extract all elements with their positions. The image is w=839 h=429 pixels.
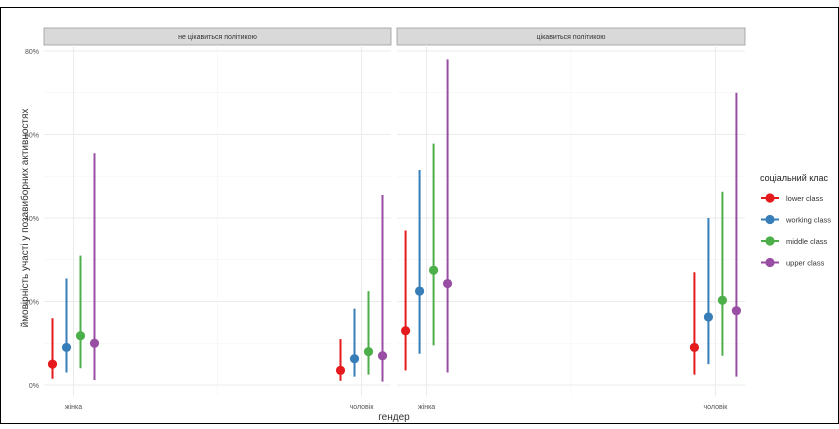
data-point xyxy=(47,359,58,369)
data-point xyxy=(442,278,453,289)
y-tick-label: 80% xyxy=(25,49,39,56)
legend-key-point xyxy=(765,257,775,268)
legend: соціальний клас lower class working class… xyxy=(760,173,831,268)
x-tick-label: чоловік xyxy=(350,403,375,411)
data-point xyxy=(717,295,728,305)
legend-key-point xyxy=(765,236,775,246)
facet-panel: цікавиться політикою жінка чоловік xyxy=(396,27,746,411)
facet-panel: не цікавиться політикою жінка чоловік xyxy=(43,27,392,411)
y-tick-label: 60% xyxy=(25,133,39,140)
facet-title: не цікавиться політикою xyxy=(178,33,257,41)
legend-label: middle class xyxy=(786,237,828,246)
data-point xyxy=(61,342,72,353)
data-point xyxy=(731,306,742,316)
legend-label: working class xyxy=(785,216,831,225)
data-point xyxy=(75,331,86,341)
data-point xyxy=(89,338,100,348)
data-point xyxy=(377,351,388,361)
legend-key-point xyxy=(765,193,775,203)
facet-title: цікавиться політикою xyxy=(537,33,606,41)
y-axis-group: 0% 20% 40% 60% 80% xyxy=(25,49,39,390)
x-tick-label: жінка xyxy=(418,403,435,411)
data-point xyxy=(414,286,425,296)
data-point xyxy=(349,354,360,364)
y-tick-label: 0% xyxy=(29,383,39,390)
legend-items: lower class working class middle class uppe… xyxy=(761,193,831,268)
legend-label: upper class xyxy=(786,259,825,268)
x-tick-label: жінка xyxy=(65,403,82,411)
y-axis-label: ймовірність участі у позавиборних активн… xyxy=(19,109,31,328)
data-point xyxy=(363,347,374,357)
y-tick-label: 40% xyxy=(25,216,39,223)
data-point xyxy=(428,265,439,275)
legend-label: lower class xyxy=(786,194,823,203)
x-tick-label: чоловік xyxy=(704,403,729,411)
x-axis-label: гендер xyxy=(378,412,410,423)
y-tick-label: 20% xyxy=(25,300,39,307)
legend-key-point xyxy=(765,214,775,225)
data-point xyxy=(335,365,346,375)
data-point xyxy=(689,342,700,353)
legend-title: соціальний клас xyxy=(760,173,829,183)
data-point xyxy=(703,312,714,322)
data-point xyxy=(400,326,411,336)
